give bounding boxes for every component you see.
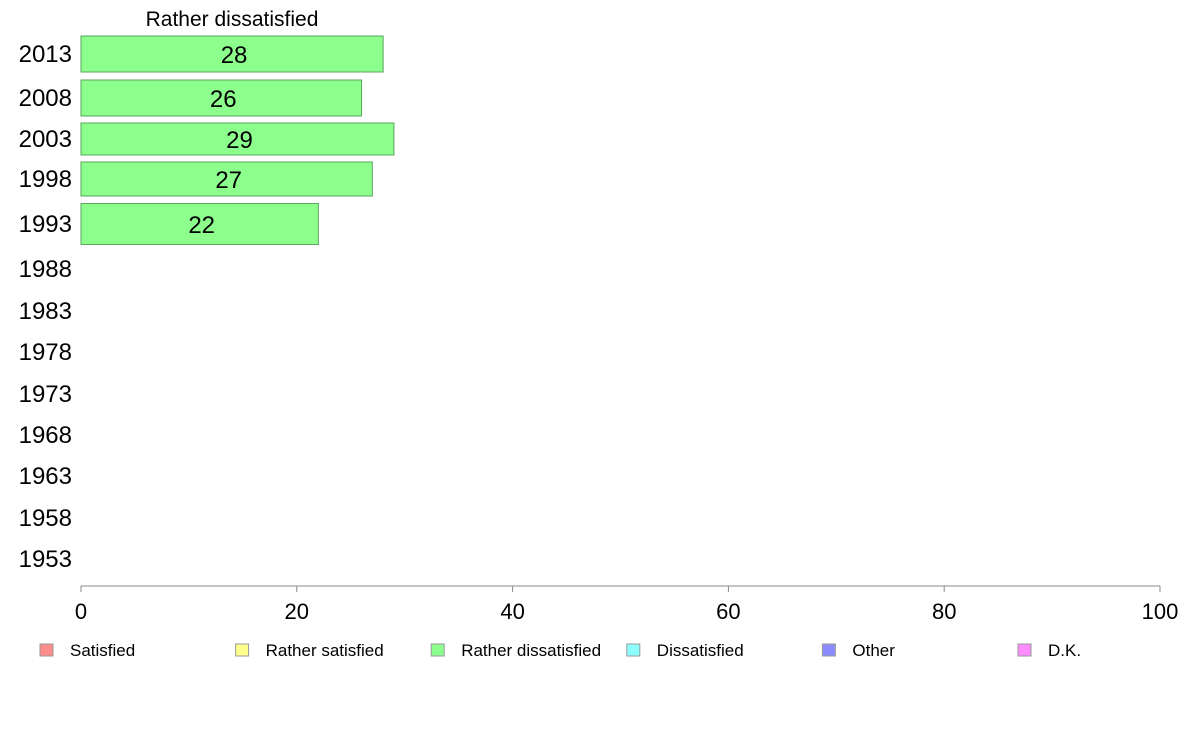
chart-title: Rather dissatisfied (146, 8, 319, 31)
x-tick-label-20: 20 (285, 599, 309, 624)
bar-value-label-2008: 26 (210, 86, 237, 113)
bar-2008 (80, 79, 363, 117)
legend-label-2: Rather dissatisfied (461, 641, 601, 660)
y-tick-label-2008: 2008 (19, 85, 72, 112)
x-tick-label-40: 40 (500, 599, 524, 624)
y-tick-label-1968: 1968 (19, 422, 72, 449)
x-tick-label-60: 60 (716, 599, 740, 624)
bar-value-label-1998: 27 (215, 167, 242, 194)
bar-value-label-2013: 28 (221, 42, 248, 69)
x-tick-label-80: 80 (932, 599, 956, 624)
y-tick-label-1983: 1983 (19, 298, 72, 325)
legend-label-5: D.K. (1048, 641, 1081, 660)
bar-2003 (80, 122, 395, 156)
bar-1993 (80, 203, 319, 245)
y-tick-label-1963: 1963 (19, 463, 72, 490)
y-tick-label-1988: 1988 (19, 256, 72, 283)
y-tick-label-1953: 1953 (19, 546, 72, 573)
bar-2013 (80, 35, 384, 73)
y-tick-label-1958: 1958 (19, 505, 72, 532)
legend-swatch-3 (626, 643, 641, 657)
bar-value-label-1993: 22 (188, 212, 215, 239)
bar-1998 (80, 161, 373, 197)
legend-swatch-2 (430, 643, 445, 657)
legend-label-4: Other (852, 641, 895, 660)
bars (80, 35, 395, 245)
legend-label-1: Rather satisfied (266, 641, 384, 660)
y-axis-labels: 2013 2008 2003 1998 1993 1988 1983 1978 1973 1968… (19, 41, 72, 573)
bar-value-label-2003: 29 (226, 127, 253, 154)
legend-label-0: Satisfied (70, 641, 135, 660)
y-tick-label-1998: 1998 (19, 166, 72, 193)
x-axis: 0 20 40 60 80 100 (75, 585, 1179, 624)
legend-swatch-4 (821, 643, 836, 657)
legend-swatch-5 (1017, 643, 1032, 657)
y-tick-label-1993: 1993 (19, 211, 72, 238)
y-tick-label-1973: 1973 (19, 381, 72, 408)
y-tick-label-2013: 2013 (19, 41, 72, 68)
y-tick-label-1978: 1978 (19, 339, 72, 366)
x-tick-label-0: 0 (75, 599, 87, 624)
x-tick-label-100: 100 (1142, 599, 1179, 624)
legend-swatch-0 (39, 643, 54, 657)
legend: Satisfied Rather satisfied Rather dissatis… (39, 641, 1081, 660)
legend-swatch-1 (235, 643, 250, 657)
legend-label-3: Dissatisfied (657, 641, 744, 660)
y-tick-label-2003: 2003 (19, 126, 72, 153)
